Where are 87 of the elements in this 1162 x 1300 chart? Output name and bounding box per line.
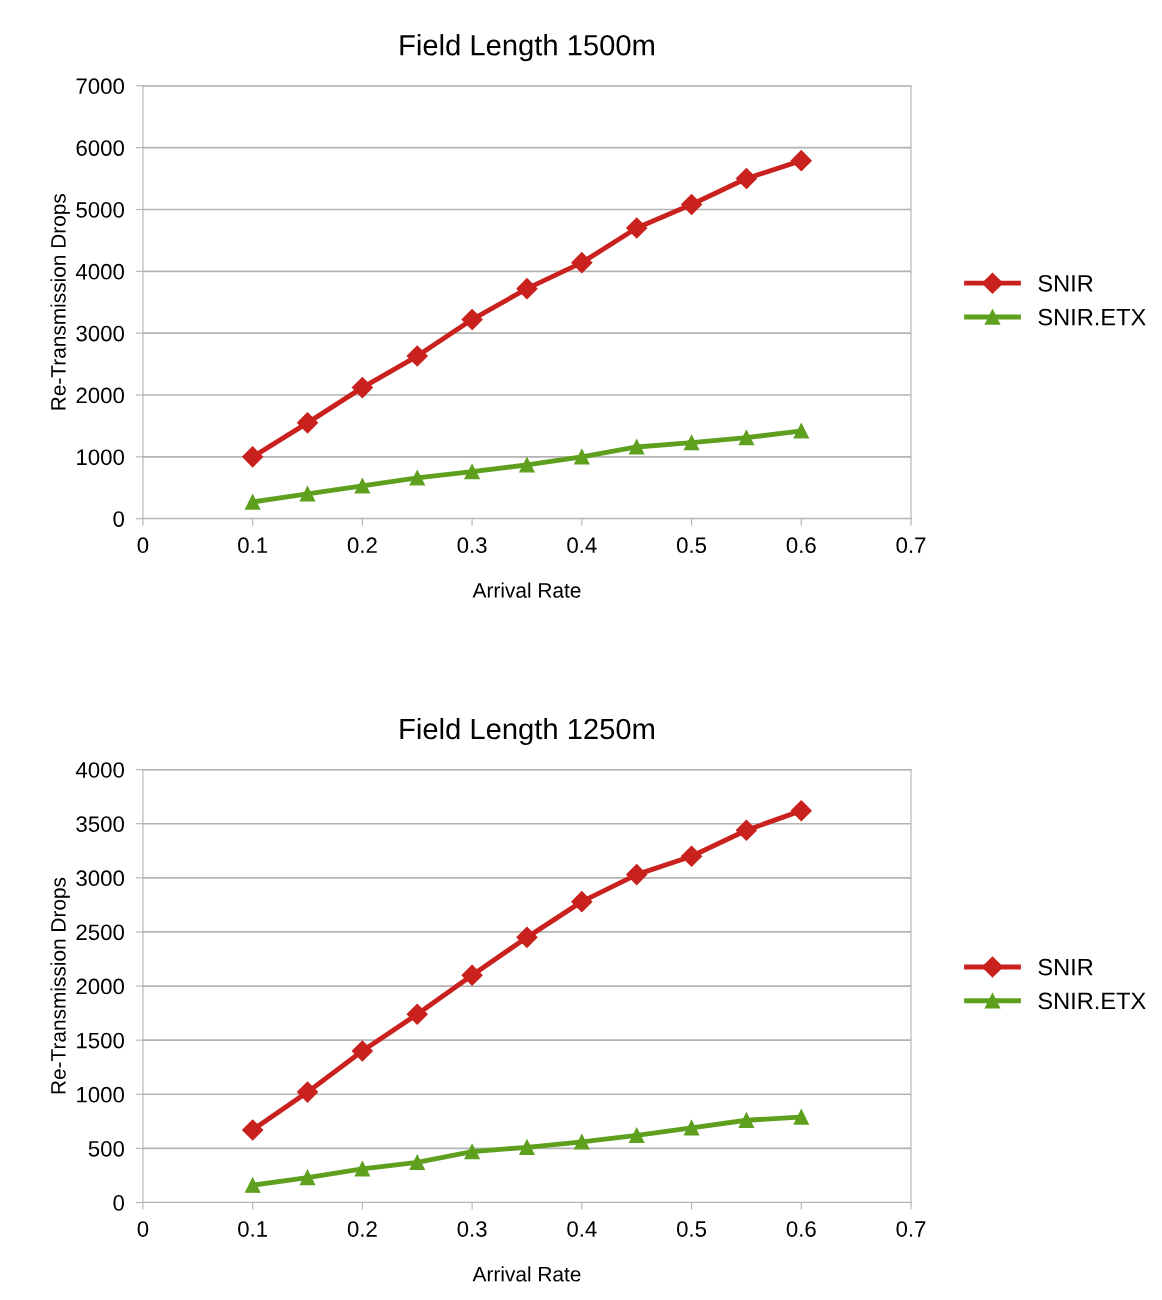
point [519,457,535,473]
point [681,194,703,216]
legend-label: SNIR [1038,958,1093,976]
x-tick-label: 0.7 [896,537,926,554]
point [409,1154,425,1171]
x-tick-label: 0.2 [347,537,377,554]
point [296,1081,319,1103]
point [242,1119,264,1141]
chart-title: Field Length 1250m [400,717,654,746]
x-tick-label: 0.6 [786,537,816,554]
point [519,1139,535,1155]
point [790,150,812,172]
y-tick-label: 2500 [76,924,125,941]
y-tick-label: 1000 [77,1086,125,1103]
x-tick-label: 0 [137,537,149,554]
chart-title: Field Length 1500m [400,34,654,62]
y-tick-label: 5000 [76,202,125,218]
y-tick-label: 1500 [77,1032,125,1049]
y-tick-label: 6000 [76,140,125,156]
point [406,1003,428,1025]
x-tick-label: 0 [137,1221,149,1237]
point [571,252,593,274]
point [351,377,373,399]
point [738,1112,755,1128]
point [409,470,425,486]
point [735,819,757,841]
x-tick-label: 0.5 [676,537,707,554]
y-tick-label: 3000 [76,325,125,342]
point [683,434,700,451]
x-axis-title: Arrival Rate [472,582,581,598]
point [629,439,645,455]
x-tick-label: 0.5 [676,1221,707,1237]
point [626,217,648,239]
point [299,486,316,502]
point [793,423,809,439]
point [629,1127,645,1144]
point [790,800,812,822]
point [464,1143,480,1160]
y-tick-label: 3500 [76,816,125,832]
x-tick-label: 0.2 [347,1221,377,1237]
y-axis-title: Re-Transmission Drops [50,193,70,410]
y-tick-label: 2000 [76,978,125,995]
y-tick-label: 4000 [75,263,125,280]
x-tick-label: 0.1 [238,537,268,554]
y-tick-label: 500 [88,1140,124,1157]
point [299,1169,316,1186]
point [354,478,371,494]
point [793,1109,809,1125]
point [574,1134,590,1150]
y-tick-label: 1000 [77,449,125,466]
x-tick-label: 0.4 [567,1221,597,1237]
point [683,1120,700,1136]
point [738,430,755,446]
x-tick-label: 0.3 [457,537,487,554]
point [735,168,757,190]
legend-label: SNIR.ETX [1038,308,1146,326]
point [574,449,590,465]
point [464,464,480,480]
point [245,1177,261,1193]
point [571,891,593,913]
point [461,964,483,986]
x-tick-label: 0.3 [457,1221,487,1237]
y-tick-label: 0 [113,1195,124,1211]
y-axis-title: Re-Transmission Drops [50,877,70,1094]
y-tick-label: 3000 [76,870,125,887]
point [516,926,538,948]
y-tick-label: 7000 [76,78,125,95]
y-tick-label: 2000 [76,387,125,404]
point [354,1161,371,1177]
x-tick-label: 0.4 [567,537,597,554]
x-tick-label: 0.6 [786,1221,816,1237]
y-tick-label: 4000 [75,762,125,778]
point [516,278,538,300]
legend-label: SNIR.ETX [1038,992,1146,1010]
point [296,412,319,434]
point [245,494,261,510]
point [461,309,483,331]
x-tick-label: 0.7 [896,1221,926,1237]
x-tick-label: 0.1 [238,1221,268,1237]
point [681,845,703,867]
x-axis-title: Arrival Rate [472,1266,581,1282]
point [626,864,648,886]
legend-label: SNIR [1038,274,1093,292]
point [242,446,264,468]
point [351,1040,373,1062]
point [406,345,428,367]
y-tick-label: 0 [113,511,124,527]
